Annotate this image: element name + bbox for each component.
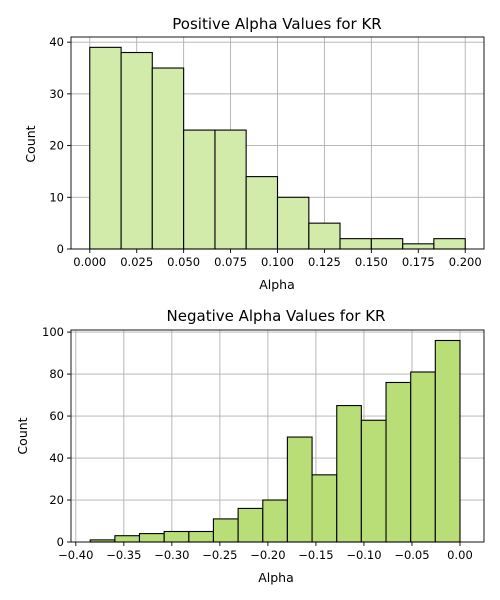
x-tick-label: 0.125: [308, 255, 341, 269]
histogram-bar: [214, 129, 247, 250]
histogram-bar: [311, 474, 338, 543]
histogram-bar: [286, 436, 313, 543]
y-tick-label: 20: [49, 493, 64, 507]
x-ticks: −0.40 −0.35 −0.30 −0.25 −0.20 −0.15 −0.10 −0.05…: [58, 542, 473, 562]
histogram-bar: [262, 499, 288, 543]
x-axis-label: Alpha: [258, 570, 294, 585]
chart-title: Negative Alpha Values for KR: [167, 307, 386, 325]
y-tick-label: 10: [49, 190, 64, 204]
y-tick-label: 0: [57, 242, 64, 256]
y-tick-label: 30: [49, 87, 64, 101]
histogram-bar: [410, 371, 436, 543]
x-tick-label: −0.15: [298, 548, 333, 562]
y-tick-label: 20: [49, 139, 64, 153]
x-tick-label: 0.100: [261, 255, 294, 269]
y-axis-label: Count: [15, 417, 30, 454]
histogram-bar: [433, 238, 466, 250]
x-tick-label: 0.00: [447, 548, 473, 562]
chart-title: Positive Alpha Values for KR: [172, 15, 381, 33]
y-ticks: 0 20 40 60 80 100: [42, 325, 71, 549]
x-tick-label: 0.150: [355, 255, 388, 269]
histogram-bar: [212, 518, 239, 543]
y-tick-label: 40: [49, 35, 64, 49]
y-tick-label: 100: [42, 325, 64, 339]
y-tick-label: 0: [57, 535, 64, 549]
histogram-bar: [385, 381, 412, 543]
histogram-bar: [402, 243, 435, 250]
y-tick-label: 40: [49, 451, 64, 465]
histogram-bar: [138, 533, 165, 543]
x-tick-label: −0.10: [346, 548, 381, 562]
positive-alpha-histogram: Positive Alpha Values for KR Alpha Count…: [23, 15, 485, 292]
y-tick-label: 80: [49, 367, 64, 381]
plot-frame: [70, 329, 485, 543]
histogram-bar: [188, 530, 214, 543]
histogram-bar: [114, 535, 141, 543]
x-tick-label: −0.35: [106, 548, 141, 562]
x-axis-label: Alpha: [259, 277, 295, 292]
histogram-bar: [370, 238, 404, 250]
histogram-bar: [245, 176, 279, 250]
x-tick-label: −0.05: [394, 548, 429, 562]
x-tick-label: 0.050: [167, 255, 200, 269]
x-tick-label: −0.25: [202, 548, 237, 562]
y-ticks: 0 10 20 30 40: [49, 35, 71, 256]
negative-alpha-histogram: Negative Alpha Values for KR Alpha Count…: [15, 307, 485, 585]
histogram-bar: [89, 46, 122, 250]
histogram-bar: [120, 51, 153, 250]
histogram-bar: [434, 339, 461, 543]
x-ticks: 0.000 0.025 0.050 0.075 0.100 0.125 0.150 0.175…: [73, 249, 482, 269]
histogram-bar: [237, 507, 264, 543]
bars: [89, 339, 461, 543]
histogram-bar: [276, 196, 310, 250]
histogram-bar: [163, 530, 190, 543]
x-tick-label: 0.025: [120, 255, 153, 269]
y-tick-label: 60: [49, 409, 64, 423]
x-tick-label: −0.40: [58, 548, 93, 562]
histogram-bar: [183, 129, 216, 250]
x-tick-label: 0.075: [214, 255, 247, 269]
histogram-bar: [339, 238, 372, 250]
y-axis-label: Count: [23, 125, 38, 162]
histogram-bar: [336, 405, 362, 543]
histogram-bar: [360, 419, 387, 543]
x-tick-label: −0.30: [154, 548, 189, 562]
x-tick-label: 0.200: [449, 255, 482, 269]
x-tick-label: −0.20: [250, 548, 285, 562]
histogram-bar: [151, 67, 185, 250]
x-tick-label: 0.175: [402, 255, 435, 269]
x-tick-label: 0.000: [73, 255, 106, 269]
bars: [89, 46, 466, 250]
histogram-bar: [308, 222, 341, 250]
